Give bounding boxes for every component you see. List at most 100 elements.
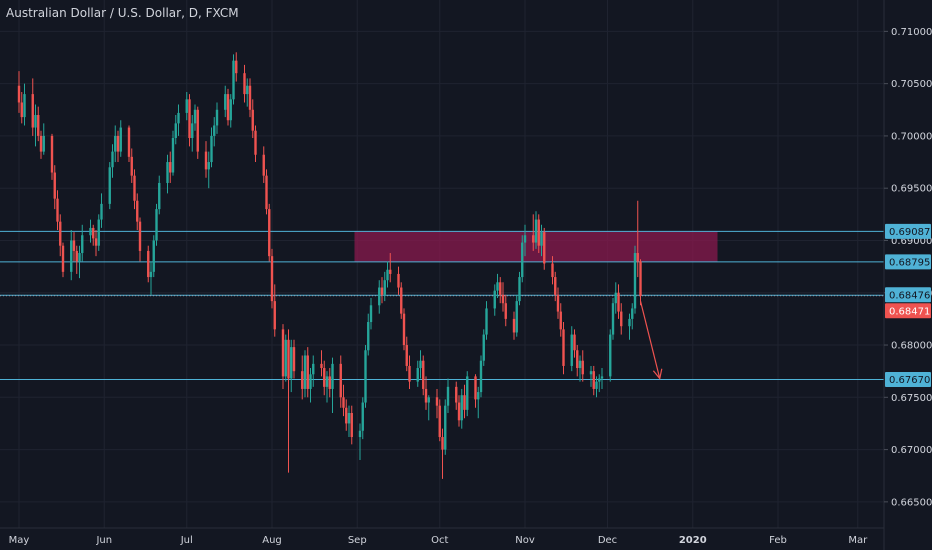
candle-body xyxy=(364,350,367,403)
candle-body xyxy=(446,386,450,406)
candle-body xyxy=(251,109,254,131)
candle-body xyxy=(152,240,155,272)
candle-body xyxy=(301,371,304,389)
candle-body xyxy=(620,311,623,327)
time-tick-label: Jul xyxy=(180,535,193,546)
time-tick-label: Jun xyxy=(95,535,112,546)
candle-body xyxy=(94,238,98,246)
candle-body xyxy=(270,256,274,302)
candle-body xyxy=(89,227,92,236)
candle-body xyxy=(59,221,62,246)
candle-body xyxy=(532,235,535,243)
time-tick-label: Oct xyxy=(431,535,448,546)
candle-body xyxy=(138,221,142,251)
candle-body xyxy=(70,240,73,272)
time-tick-label: Feb xyxy=(769,535,787,546)
candle-body xyxy=(169,162,172,173)
candle-body xyxy=(108,167,111,204)
projection-arrowhead xyxy=(652,368,663,380)
candle-body xyxy=(389,269,392,274)
candle-body xyxy=(232,60,235,100)
candle-body xyxy=(463,395,466,410)
candle-body xyxy=(309,374,312,389)
candle-body xyxy=(416,368,419,382)
candle-body xyxy=(23,94,26,118)
candle-body xyxy=(504,303,507,319)
candle-body xyxy=(53,172,56,199)
candle-body xyxy=(592,371,595,389)
price-tick-label: 0.71000 xyxy=(891,27,932,38)
candle-body xyxy=(254,130,257,155)
candle-body xyxy=(78,253,81,262)
candle-body xyxy=(361,402,364,431)
candle-body xyxy=(435,397,439,406)
price-tag xyxy=(885,303,931,319)
candle-body xyxy=(116,135,120,152)
candle-body xyxy=(595,381,598,389)
candle-body xyxy=(477,392,480,400)
candle-body xyxy=(636,253,639,262)
candle-body xyxy=(427,397,430,403)
candle-body xyxy=(422,360,425,389)
candle-body xyxy=(402,313,406,346)
candle-body xyxy=(347,412,351,424)
candle-body xyxy=(191,123,194,139)
candle-body xyxy=(512,318,516,333)
time-axis[interactable]: May Jun Jul Aug Sep Oct Nov Dec 2020 Feb Mar xyxy=(9,535,868,546)
candle-body xyxy=(573,334,576,351)
candle-body xyxy=(111,151,114,168)
candle-body xyxy=(323,368,326,387)
candle-body xyxy=(273,301,276,330)
candle-body xyxy=(405,345,408,366)
candle-body xyxy=(210,135,213,163)
time-tick-label: Sep xyxy=(348,535,367,546)
candle-body xyxy=(631,308,634,319)
candle-body xyxy=(444,405,447,450)
level-lines xyxy=(0,230,884,381)
candle-body xyxy=(358,430,362,438)
candle-body xyxy=(262,154,265,176)
candle-body xyxy=(287,339,290,379)
candle-body xyxy=(397,273,400,288)
candle-body xyxy=(367,322,370,351)
candle-body xyxy=(485,308,488,335)
candle-body xyxy=(466,376,469,410)
candle-body xyxy=(345,407,348,424)
candle-body xyxy=(562,329,565,366)
candle-body xyxy=(166,162,169,183)
candle-body xyxy=(614,292,617,304)
candle-body xyxy=(543,232,546,264)
price-tag-label: 0.68795 xyxy=(889,257,930,268)
candle-body xyxy=(540,232,543,246)
candle-body xyxy=(424,388,428,403)
candle-body xyxy=(215,109,219,126)
candle-body xyxy=(350,412,353,438)
candle-body xyxy=(292,347,296,372)
candle-body xyxy=(133,175,136,201)
candle-body xyxy=(188,99,191,139)
candle-body xyxy=(130,156,133,176)
candle-body xyxy=(633,253,637,309)
projection-arrow xyxy=(639,300,663,380)
candle-body xyxy=(320,363,323,369)
candle-body xyxy=(628,318,631,327)
projection-line[interactable] xyxy=(639,300,661,379)
candle-body xyxy=(611,303,615,335)
candle-body xyxy=(226,94,230,121)
price-tag xyxy=(885,372,931,388)
candle-body xyxy=(499,282,502,295)
candle-body xyxy=(303,355,307,389)
candle-body xyxy=(185,99,188,113)
candle-body xyxy=(243,73,246,95)
candle-body xyxy=(114,135,117,152)
candle-body xyxy=(617,292,620,312)
candle-body xyxy=(39,135,43,152)
candle-body xyxy=(523,235,527,243)
candle-body xyxy=(581,360,584,375)
candle-body xyxy=(127,127,131,157)
candle-body xyxy=(248,85,252,110)
candle-body xyxy=(518,277,521,302)
candle-body xyxy=(554,277,557,295)
candle-body xyxy=(521,242,524,278)
